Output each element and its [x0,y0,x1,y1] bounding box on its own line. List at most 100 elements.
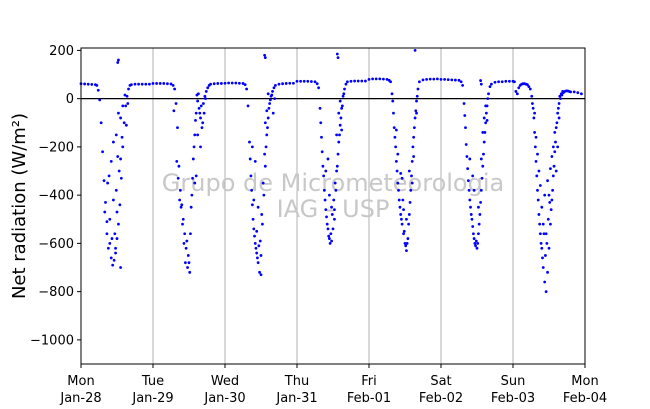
data-point-0-260 [397,198,401,202]
data-point-0-210 [341,94,345,98]
data-point-0-10 [102,179,106,183]
x-tick-date-6: Feb-03 [491,391,535,406]
data-point-0-67 [169,82,173,86]
data-point-0-443 [538,184,542,187]
data-point-0-84 [194,111,198,115]
data-point-0-230 [335,169,338,173]
data-point-0-340 [504,79,508,83]
data-point-0-325 [474,244,477,248]
data-point-0-149 [271,90,274,93]
data-point-0-41 [110,237,114,240]
data-point-0-175 [255,229,259,233]
data-point-0-125 [227,81,231,85]
data-point-0-15 [109,256,113,260]
data-point-0-336 [490,82,493,86]
data-point-0-364 [481,131,485,134]
data-point-0-441 [534,135,538,139]
data-point-0-47 [117,111,120,115]
data-point-0-123 [193,181,197,185]
x-tick-date-7: Feb-04 [563,391,607,406]
data-point-0-279 [436,77,439,81]
data-point-0-106 [192,145,196,149]
data-point-0-257 [393,135,397,139]
data-point-0-427 [551,188,554,192]
data-point-0-273 [416,87,420,91]
data-point-0-101 [182,241,186,245]
data-point-0-128 [238,81,241,85]
data-point-0-429 [554,140,557,144]
data-point-0-136 [252,227,256,231]
data-point-0-255 [390,92,394,96]
data-point-0-237 [328,193,331,197]
data-point-0-418 [538,222,542,226]
data-point-0-266 [406,237,410,240]
data-point-0-49 [103,210,107,214]
data-point-0-277 [428,77,432,81]
data-point-0-412 [576,91,580,95]
data-point-0-104 [189,205,193,209]
data-point-0-166 [261,181,265,185]
data-point-0-422 [544,254,547,257]
data-point-0-231 [336,152,340,156]
data-point-0-321 [468,198,472,202]
data-point-0-434 [540,205,544,209]
x-tick-date-0: Jan-28 [59,391,101,406]
data-point-0-73 [178,188,182,192]
data-point-0-159 [251,217,255,221]
data-point-0-22 [119,176,123,180]
data-point-0-414 [532,116,536,120]
data-point-0-346 [469,205,472,209]
data-point-0-436 [546,179,549,183]
data-point-0-440 [533,111,536,115]
data-point-0-423 [545,241,549,245]
data-point-0-420 [541,256,544,260]
data-point-0-191 [313,80,317,84]
data-point-0-235 [342,92,346,96]
data-point-0-33 [144,82,148,86]
data-point-0-343 [464,143,468,146]
x-tick-day-7: Mon [571,374,598,389]
data-point-0-71 [176,126,179,130]
data-point-0-287 [401,198,405,202]
data-point-0-295 [412,126,416,130]
data-point-0-198 [324,208,328,212]
data-point-0-419 [539,241,543,245]
x-axis-ticks: Mon Jan-28 Tue Jan-29 Wed Jan-30 Thu Jan-31 Fri F… [59,364,607,406]
data-point-0-165 [260,213,264,216]
data-point-0-31 [137,82,141,86]
data-point-0-326 [475,246,479,250]
data-point-0-254 [389,80,392,84]
data-point-0-43 [117,169,121,173]
data-point-0-240 [326,157,330,161]
y-tick-label-4: −600 [38,237,74,252]
data-point-0-152 [277,82,281,86]
data-point-0-291 [407,222,410,226]
data-point-0-415 [533,145,537,149]
data-point-0-399 [553,150,557,154]
data-point-0-293 [410,174,413,178]
data-point-0-224 [326,227,330,231]
data-point-0-167 [263,152,266,156]
data-point-0-63 [155,82,159,85]
data-point-0-437 [549,167,552,171]
data-point-0-391 [541,266,545,269]
data-point-0-435 [543,193,547,197]
data-point-0-169 [266,126,269,130]
data-point-0-195 [320,135,323,139]
data-point-0-109 [196,92,200,96]
data-point-0-238 [333,217,336,221]
data-point-0-143 [262,193,266,197]
data-point-0-309 [439,77,443,81]
data-point-0-217 [360,79,364,83]
data-point-0-3 [90,83,94,86]
data-point-0-59 [112,140,115,144]
data-point-0-62 [151,82,155,85]
data-point-0-245 [336,56,340,60]
data-point-0-339 [500,80,504,84]
data-point-0-110 [198,111,202,115]
data-point-0-94 [209,82,213,86]
y-tick-label-3: −400 [38,189,74,204]
y-tick-label-0: 200 [49,44,74,59]
data-point-0-57 [124,123,128,127]
data-point-0-134 [249,174,253,178]
